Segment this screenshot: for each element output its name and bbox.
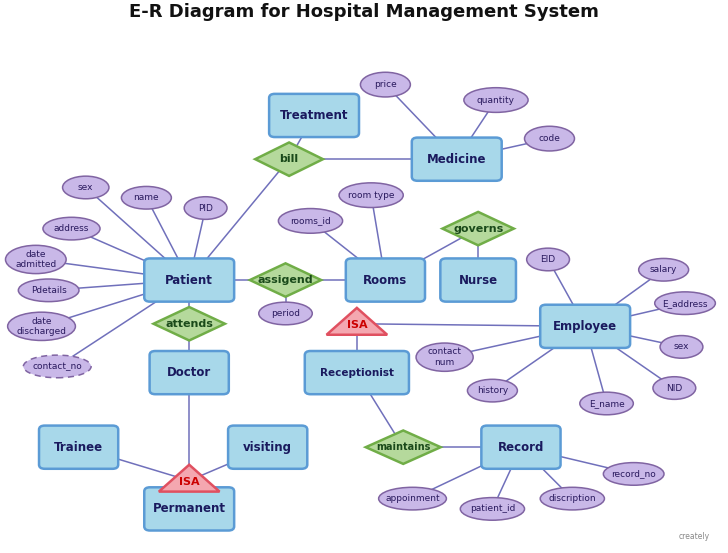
Text: rooms_id: rooms_id [290, 216, 331, 226]
Text: record_no: record_no [612, 469, 656, 478]
Text: code: code [539, 134, 561, 143]
Text: sex: sex [78, 183, 93, 192]
Ellipse shape [579, 392, 633, 415]
Text: PID: PID [198, 204, 213, 212]
Text: maintains: maintains [376, 442, 430, 452]
Text: E_address: E_address [662, 299, 708, 307]
Text: sex: sex [673, 342, 689, 351]
Text: Pdetails: Pdetails [31, 286, 66, 295]
Ellipse shape [7, 312, 76, 341]
Text: quantity: quantity [477, 96, 515, 105]
Text: Rooms: Rooms [363, 274, 408, 286]
Ellipse shape [524, 126, 574, 151]
Ellipse shape [258, 302, 312, 325]
Text: ISA: ISA [347, 320, 367, 330]
Ellipse shape [654, 292, 716, 315]
Text: ISA: ISA [179, 477, 199, 487]
Text: assigend: assigend [258, 275, 313, 285]
Text: Employee: Employee [553, 320, 617, 333]
Ellipse shape [339, 183, 403, 207]
FancyBboxPatch shape [481, 426, 561, 469]
Text: Receptionist: Receptionist [320, 368, 394, 378]
FancyBboxPatch shape [144, 258, 234, 301]
Text: price: price [374, 80, 397, 89]
Ellipse shape [379, 487, 446, 510]
Ellipse shape [63, 176, 109, 199]
FancyBboxPatch shape [269, 94, 359, 137]
Ellipse shape [540, 487, 604, 510]
Ellipse shape [23, 355, 91, 378]
FancyBboxPatch shape [540, 305, 630, 348]
Text: Trainee: Trainee [54, 441, 103, 453]
Polygon shape [256, 143, 323, 176]
Text: room type: room type [348, 191, 395, 200]
Ellipse shape [660, 336, 703, 358]
Text: name: name [134, 193, 159, 202]
Ellipse shape [278, 208, 343, 233]
Text: date
discharged: date discharged [17, 317, 66, 336]
Ellipse shape [526, 248, 569, 271]
Ellipse shape [460, 498, 524, 520]
Polygon shape [365, 430, 440, 464]
Ellipse shape [416, 343, 473, 371]
Text: contact_no: contact_no [32, 362, 82, 371]
Ellipse shape [467, 379, 518, 402]
FancyBboxPatch shape [150, 351, 229, 394]
Polygon shape [154, 307, 225, 341]
Text: creately: creately [679, 533, 710, 541]
Ellipse shape [360, 72, 411, 97]
Text: Patient: Patient [165, 274, 213, 286]
Text: Permanent: Permanent [153, 502, 226, 515]
Text: Doctor: Doctor [167, 366, 211, 379]
FancyBboxPatch shape [305, 351, 409, 394]
Ellipse shape [18, 279, 79, 301]
Ellipse shape [43, 217, 100, 240]
Text: attends: attends [165, 319, 213, 328]
Polygon shape [250, 263, 321, 297]
Polygon shape [443, 212, 514, 246]
Text: history: history [477, 386, 508, 395]
Text: Treatment: Treatment [280, 109, 348, 122]
Text: governs: governs [453, 223, 503, 233]
Ellipse shape [638, 258, 689, 281]
Text: Record: Record [498, 441, 544, 453]
FancyBboxPatch shape [39, 426, 118, 469]
Text: bill: bill [280, 154, 298, 164]
FancyBboxPatch shape [228, 426, 307, 469]
Ellipse shape [464, 88, 528, 112]
Text: period: period [271, 309, 300, 318]
Text: E_name: E_name [589, 399, 625, 408]
Text: Nurse: Nurse [459, 274, 498, 286]
Text: salary: salary [650, 265, 677, 274]
FancyBboxPatch shape [144, 487, 234, 530]
Ellipse shape [122, 186, 171, 209]
Ellipse shape [6, 246, 66, 274]
FancyBboxPatch shape [346, 258, 425, 301]
Text: contact
num: contact num [427, 347, 462, 367]
Polygon shape [327, 308, 387, 335]
Ellipse shape [653, 377, 696, 399]
Text: Medicine: Medicine [427, 153, 486, 166]
FancyBboxPatch shape [440, 258, 516, 301]
Text: EID: EID [540, 255, 555, 264]
Text: patient_id: patient_id [470, 504, 515, 513]
Ellipse shape [184, 197, 227, 220]
Text: discription: discription [548, 494, 596, 503]
Text: visiting: visiting [243, 441, 292, 453]
Polygon shape [159, 465, 220, 492]
Text: date
admitted: date admitted [15, 250, 57, 269]
Text: address: address [54, 224, 89, 233]
Text: appoinment: appoinment [385, 494, 440, 503]
Ellipse shape [604, 463, 664, 485]
FancyBboxPatch shape [412, 138, 502, 181]
Title: E-R Diagram for Hospital Management System: E-R Diagram for Hospital Management Syst… [129, 3, 599, 21]
Text: NID: NID [666, 384, 682, 393]
